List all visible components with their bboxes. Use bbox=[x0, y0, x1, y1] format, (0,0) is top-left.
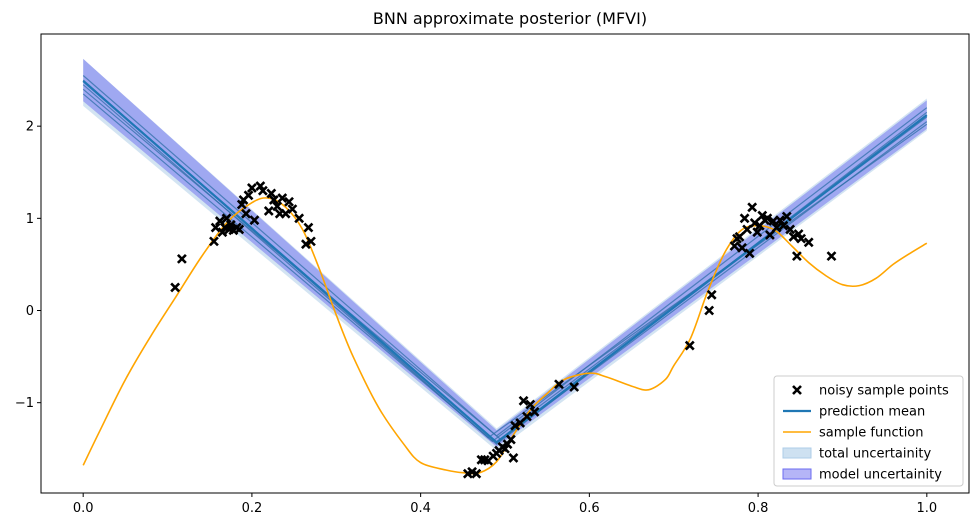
noisy-sample-point bbox=[257, 185, 268, 196]
noisy-sample-point bbox=[525, 399, 536, 410]
noisy-sample-point bbox=[272, 201, 283, 212]
noisy-sample-point bbox=[554, 379, 564, 390]
noisy-sample-point bbox=[284, 196, 294, 207]
noisy-sample-point bbox=[764, 230, 775, 240]
legend-label: noisy sample points bbox=[819, 384, 949, 399]
noisy-sample-point bbox=[176, 253, 187, 264]
noisy-sample-point bbox=[246, 183, 257, 193]
noisy-sample-point bbox=[803, 237, 814, 248]
legend-label: prediction mean bbox=[819, 405, 925, 420]
x-tick-label: 0.8 bbox=[748, 501, 769, 516]
noisy-sample-point bbox=[791, 251, 802, 262]
axes-frame bbox=[40, 33, 970, 494]
noisy-sample-point bbox=[569, 382, 580, 392]
noisy-sample-point bbox=[266, 188, 277, 199]
total-uncertainty-band bbox=[83, 58, 927, 451]
y-tick-label: 2 bbox=[26, 120, 34, 135]
plot-area bbox=[82, 58, 928, 479]
noisy-sample-point bbox=[508, 453, 519, 463]
noisy-sample-point bbox=[752, 227, 763, 238]
noisy-sample-point bbox=[241, 208, 251, 219]
noisy-sample-point bbox=[263, 206, 274, 216]
noisy-sample-point bbox=[796, 233, 807, 244]
noisy-sample-point bbox=[303, 222, 314, 233]
noisy-sample-point bbox=[749, 218, 760, 228]
noisy-sample-point bbox=[209, 236, 219, 247]
legend-label: total uncertainity bbox=[819, 447, 931, 462]
y-tick-label: 1 bbox=[26, 212, 34, 227]
noisy-sample-point bbox=[300, 239, 311, 250]
noisy-sample-point bbox=[734, 231, 745, 242]
legend-box bbox=[773, 375, 964, 487]
axis-ticks: 0.0 0.2 0.4 0.6 0.8 1.0 −1 0 1 2 bbox=[15, 120, 937, 516]
noisy-sample-point bbox=[737, 242, 747, 253]
x-tick-label: 0.4 bbox=[410, 501, 431, 516]
x-tick-label: 0.2 bbox=[242, 501, 263, 516]
noisy-sample-point bbox=[739, 213, 750, 224]
noisy-sample-point bbox=[706, 289, 717, 300]
legend-label: model uncertainity bbox=[819, 468, 942, 483]
noisy-sample-point bbox=[249, 215, 260, 226]
x-tick-label: 0.6 bbox=[579, 501, 600, 516]
legend-patch-model-uncertainty bbox=[782, 468, 812, 480]
noisy-sample-point bbox=[747, 202, 758, 213]
noisy-sample-point bbox=[280, 208, 291, 219]
legend-patch-total-uncertainty bbox=[782, 447, 812, 459]
noisy-sample-point bbox=[704, 305, 715, 316]
model-uncertainty-band bbox=[83, 58, 927, 447]
y-tick-label: −1 bbox=[15, 396, 34, 411]
noisy-sample-point bbox=[781, 211, 792, 222]
noisy-sample-point bbox=[510, 420, 521, 431]
x-tick-label: 1.0 bbox=[916, 501, 937, 516]
y-tick-label: 0 bbox=[26, 304, 34, 319]
noisy-sample-point bbox=[243, 190, 254, 201]
noisy-sample-point bbox=[294, 213, 305, 224]
noisy-sample-point bbox=[684, 340, 695, 351]
legend-marker-noisy-points bbox=[792, 385, 802, 395]
chart-title: BNN approximate posterior (MFVI) bbox=[373, 9, 647, 28]
noisy-sample-point bbox=[744, 248, 755, 259]
legend-label: sample function bbox=[819, 426, 924, 441]
noisy-sample-point bbox=[529, 406, 540, 417]
noisy-sample-point bbox=[234, 224, 245, 235]
noisy-sample-point bbox=[287, 204, 298, 215]
noisy-sample-point bbox=[742, 224, 753, 235]
noisy-sample-point bbox=[826, 251, 837, 262]
noisy-sample-point bbox=[471, 468, 482, 479]
noisy-sample-point bbox=[788, 231, 799, 242]
x-tick-label: 0.0 bbox=[73, 501, 94, 516]
noisy-sample-point bbox=[775, 215, 785, 226]
noisy-sample-point bbox=[522, 411, 532, 422]
noisy-sample-point bbox=[771, 222, 782, 233]
noisy-sample-point bbox=[778, 220, 789, 231]
noisy-sample-point bbox=[306, 236, 316, 247]
noisy-sample-point bbox=[277, 193, 288, 203]
noisy-sample-point bbox=[505, 434, 516, 445]
noisy-sample-point bbox=[762, 213, 773, 224]
noisy-sample-point bbox=[170, 282, 181, 293]
plot-content bbox=[82, 58, 928, 479]
noisy-sample-point bbox=[268, 194, 279, 205]
noisy-sample-point bbox=[221, 213, 232, 224]
noisy-sample-point bbox=[210, 222, 221, 233]
noisy-sample-point bbox=[785, 224, 796, 235]
noisy-sample-point bbox=[729, 241, 740, 251]
noisy-sample-point bbox=[225, 219, 236, 230]
noisy-sample-point bbox=[518, 395, 529, 406]
legend: noisy sample points prediction mean sample… bbox=[773, 375, 964, 487]
